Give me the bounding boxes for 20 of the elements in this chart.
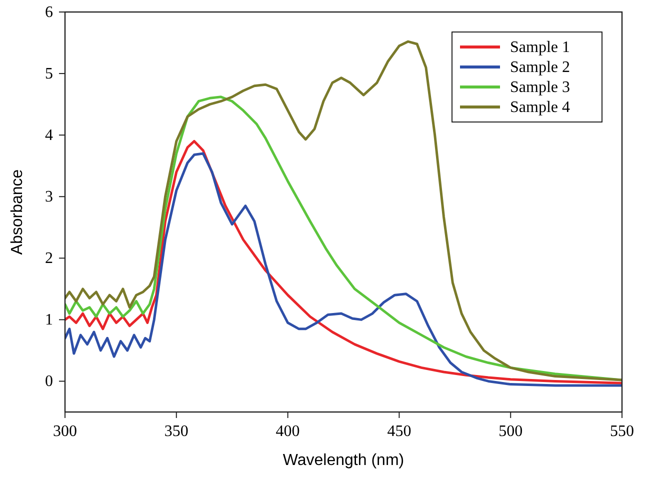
y-tick-label: 4: [45, 127, 53, 144]
x-tick-label: 550: [610, 423, 634, 440]
y-tick-label: 5: [45, 66, 53, 83]
x-tick-label: 400: [276, 423, 300, 440]
y-tick-label: 1: [45, 312, 53, 329]
y-tick-label: 3: [45, 188, 53, 206]
y-axis-title: Absorbance: [9, 169, 26, 255]
y-tick-label: 0: [45, 373, 53, 390]
legend-label: Sample 3: [510, 79, 570, 96]
legend-label: Sample 1: [510, 39, 570, 56]
x-tick-label: 450: [387, 423, 412, 440]
x-tick-label: 350: [164, 423, 188, 440]
x-tick-label: 500: [498, 423, 523, 440]
x-tick-label: 300: [53, 423, 77, 440]
legend-label: Sample 2: [510, 59, 570, 76]
y-tick-label: 6: [45, 4, 53, 21]
y-tick-label: 2: [45, 250, 53, 268]
legend-label: Sample 4: [510, 99, 570, 116]
line-series: [65, 40, 622, 382]
x-axis-title: Wavelength (nm): [282, 452, 404, 469]
